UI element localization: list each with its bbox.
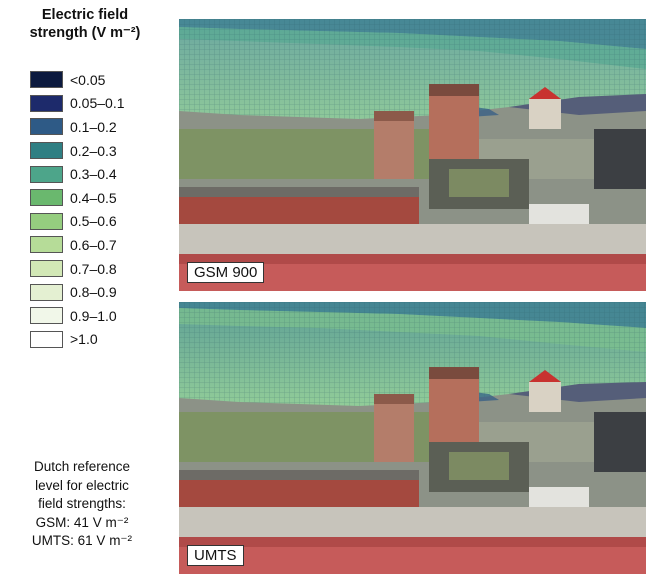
legend-item: 0.9–1.0 — [30, 304, 125, 328]
note-line: level for electric — [35, 477, 129, 493]
legend-title: Electric field strength (V m⁻²) — [0, 6, 170, 42]
legend-title-line1: Electric field — [41, 7, 129, 23]
legend-swatch — [30, 94, 63, 112]
legend-item: <0.05 — [30, 68, 125, 92]
legend-label: 0.5–0.6 — [70, 213, 117, 230]
legend-item: 0.7–0.8 — [30, 257, 125, 281]
legend-item: 0.6–0.7 — [30, 233, 125, 257]
legend-swatch — [30, 118, 63, 136]
legend-swatch — [30, 165, 63, 183]
legend-label: 0.2–0.3 — [70, 142, 117, 159]
legend-title-line2: strength (V m⁻²) — [29, 25, 141, 41]
legend-swatch — [30, 71, 63, 89]
legend-swatch — [30, 212, 63, 230]
legend-item: 0.1–0.2 — [30, 115, 125, 139]
legend-item: 0.5–0.6 — [30, 210, 125, 234]
legend-label: 0.4–0.5 — [70, 189, 117, 206]
note-line: UMTS: 61 V m⁻² — [31, 533, 133, 548]
legend-label: 0.8–0.9 — [70, 284, 117, 301]
legend-label: 0.6–0.7 — [70, 236, 117, 253]
legend-swatch — [30, 307, 63, 325]
legend-item: 0.05–0.1 — [30, 92, 125, 116]
legend-label: 0.9–1.0 — [70, 307, 117, 324]
legend-item: >1.0 — [30, 328, 125, 352]
legend-swatch — [30, 330, 63, 348]
legend-swatch — [30, 142, 63, 160]
note-line: Dutch reference — [33, 459, 131, 474]
legend-swatch — [30, 189, 63, 207]
legend-swatch — [30, 260, 63, 278]
gsm-900-panel: GSM 900 — [179, 19, 646, 291]
legend-swatch — [30, 283, 63, 301]
note-line: field strengths: — [38, 496, 126, 511]
legend-item: 0.3–0.4 — [30, 162, 125, 186]
umts-panel: UMTS — [179, 302, 646, 574]
color-legend: <0.05 0.05–0.1 0.1–0.2 0.2–0.3 0.3–0.4 0… — [30, 68, 125, 351]
legend-label: 0.05–0.1 — [70, 95, 125, 112]
umts-scene — [179, 302, 646, 574]
reference-level-note: Dutch reference level for electric field… — [4, 458, 160, 551]
legend-item: 0.4–0.5 — [30, 186, 125, 210]
legend-label: 0.7–0.8 — [70, 260, 117, 277]
legend-item: 0.2–0.3 — [30, 139, 125, 163]
umts-label: UMTS — [187, 545, 244, 566]
note-line: GSM: 41 V m⁻² — [35, 514, 129, 530]
gsm-900-scene — [179, 19, 646, 291]
legend-label: >1.0 — [70, 331, 98, 348]
legend-label: 0.3–0.4 — [70, 166, 117, 183]
legend-label: <0.05 — [70, 71, 106, 88]
legend-item: 0.8–0.9 — [30, 280, 125, 304]
legend-swatch — [30, 236, 63, 254]
legend-label: 0.1–0.2 — [70, 118, 117, 135]
gsm-900-label: GSM 900 — [187, 262, 265, 283]
